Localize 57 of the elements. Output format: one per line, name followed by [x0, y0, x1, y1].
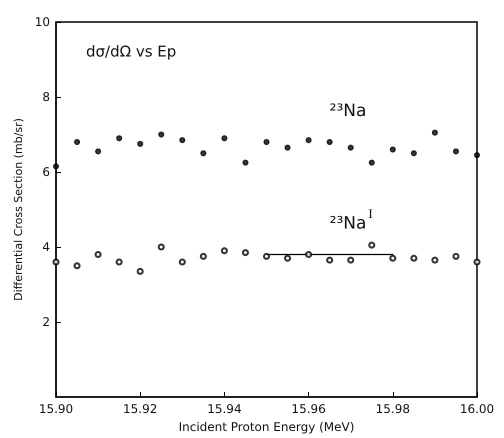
point: [410, 254, 418, 262]
point: [74, 139, 80, 145]
point: [474, 152, 480, 158]
point: [220, 247, 228, 254]
point: [306, 137, 312, 144]
point: [53, 163, 59, 170]
point: [136, 268, 144, 275]
point: [263, 252, 270, 260]
point: [116, 258, 123, 266]
point: [242, 249, 249, 256]
x-tick-label: 15.90: [38, 402, 74, 416]
point: [452, 148, 459, 154]
point: [326, 139, 333, 145]
point: [390, 146, 396, 152]
point: [242, 160, 248, 166]
point: [284, 144, 291, 151]
point: [326, 256, 334, 264]
x-axis-title: Incident Proton Energy (MeV): [178, 420, 354, 434]
point: [94, 251, 102, 258]
series-label: ²³Na: [330, 101, 366, 121]
point: [158, 244, 165, 250]
point: [389, 254, 396, 262]
point: [200, 150, 206, 156]
point: [178, 258, 186, 266]
x-tick-label: 15.96: [291, 402, 326, 416]
point: [200, 252, 207, 260]
x-tick-label: 16.00: [460, 402, 494, 416]
y-axis-title: Differential Cross Section (mb/sr): [12, 118, 25, 301]
point: [264, 139, 270, 145]
point: [368, 160, 375, 166]
point: [179, 137, 186, 144]
point: [347, 256, 354, 264]
point: [348, 144, 354, 151]
point: [137, 140, 144, 147]
point: [95, 148, 102, 154]
text: dσ/dΩ vs Ep: [86, 42, 176, 60]
y-tick-label: 6: [42, 165, 50, 179]
y-tick-label: 10: [34, 15, 50, 29]
point: [284, 254, 292, 262]
x-tick-label: 15.94: [207, 402, 242, 416]
x-tick-label: 15.98: [376, 402, 410, 416]
point: [305, 251, 312, 258]
point: [158, 132, 164, 138]
point: [410, 150, 417, 156]
x-tick-label: 15.92: [123, 402, 158, 416]
point: [452, 252, 460, 260]
point: [52, 258, 60, 266]
y-tick-label: 8: [42, 90, 50, 104]
point: [474, 258, 480, 266]
point: [368, 242, 376, 249]
point: [116, 135, 122, 142]
point: [432, 130, 438, 136]
y-tick-label: 4: [42, 240, 50, 254]
point: [431, 256, 438, 264]
y-tick-label: 2: [42, 315, 50, 329]
point: [74, 262, 81, 270]
point: [221, 135, 228, 142]
